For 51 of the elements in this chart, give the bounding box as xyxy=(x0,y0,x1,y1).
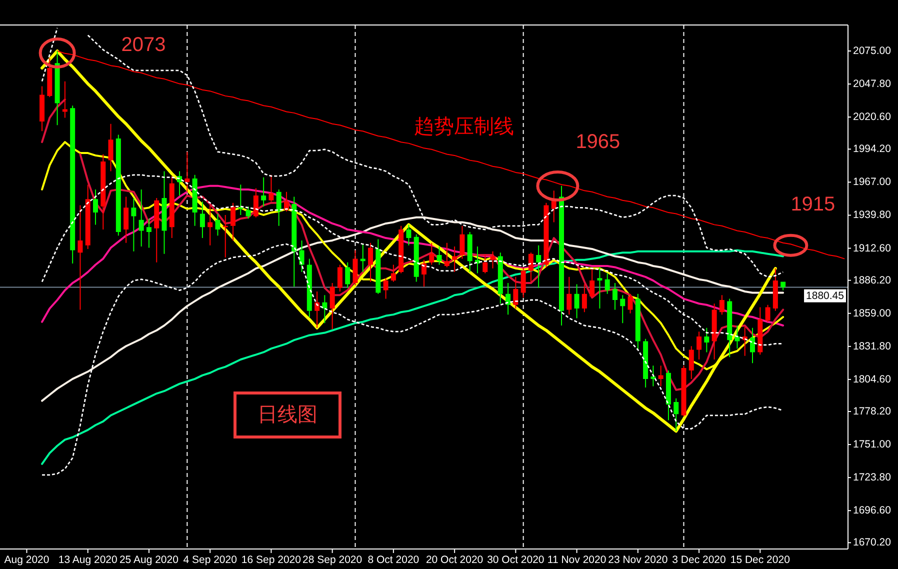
y-tick-label: 1751.00 xyxy=(853,438,892,451)
x-tick-label: 11 Nov 2020 xyxy=(547,554,606,566)
x-tick-label: 15 Dec 2020 xyxy=(730,554,790,566)
series-label: 趋势压制线 xyxy=(414,116,514,138)
y-tick-label: 1912.60 xyxy=(853,242,892,254)
annotation: 2073 xyxy=(121,34,166,56)
y-tick-label: 1886.20 xyxy=(853,274,892,286)
annotation: 1965 xyxy=(576,131,620,153)
x-tick-label: Aug 2020 xyxy=(4,554,50,566)
x-tick-label: 13 Aug 2020 xyxy=(58,554,118,566)
candlestick xyxy=(184,152,190,192)
candlestick xyxy=(146,218,152,248)
candlestick xyxy=(78,205,83,310)
x-tick-label: 20 Oct 2020 xyxy=(426,554,484,566)
y-tick-label: 1967.00 xyxy=(853,176,892,188)
x-tick-label: 28 Sep 2020 xyxy=(302,554,362,566)
x-tick-label: 25 Aug 2020 xyxy=(119,554,179,566)
y-tick-label: 1859.00 xyxy=(853,307,892,320)
candlestick xyxy=(261,177,266,206)
y-tick-label: 1939.80 xyxy=(853,209,892,222)
y-tick-label: 1670.20 xyxy=(853,536,892,549)
x-tick-label: 30 Oct 2020 xyxy=(487,554,544,566)
candlestick xyxy=(222,214,228,258)
candlestick xyxy=(360,244,366,272)
y-tick-label: 2047.80 xyxy=(853,78,892,90)
candlestick xyxy=(452,246,458,272)
y-tick-label: 1831.80 xyxy=(853,340,892,352)
line-series xyxy=(41,216,784,402)
y-tick-label: 2020.60 xyxy=(853,111,892,124)
candlestick xyxy=(131,198,136,252)
y-tick-label: 1723.80 xyxy=(853,472,892,484)
annotation: 1915 xyxy=(790,193,836,216)
y-tick-label: 1778.20 xyxy=(853,406,892,418)
ref-line-label: 1880.45 xyxy=(806,290,844,302)
x-tick-label: 8 Oct 2020 xyxy=(368,554,420,566)
x-tick-label: 3 Dec 2020 xyxy=(672,554,726,566)
candlestick xyxy=(138,189,144,247)
line-series xyxy=(41,184,784,326)
y-tick-label: 1804.60 xyxy=(853,373,892,386)
candlestick xyxy=(444,242,450,268)
candlestick xyxy=(208,205,213,246)
x-tick-label: 16 Sep 2020 xyxy=(241,554,302,566)
x-tick-label: 4 Sep 2020 xyxy=(183,554,238,566)
y-tick-label: 1696.60 xyxy=(853,504,892,517)
candlestick xyxy=(62,81,68,118)
text: 日线图 xyxy=(258,404,318,426)
y-tick-label: 2075.00 xyxy=(853,44,892,57)
candlestick xyxy=(597,267,602,308)
candlestick xyxy=(238,184,244,215)
x-tick-label: 23 Nov 2020 xyxy=(608,554,668,566)
y-tick-label: 1994.20 xyxy=(853,143,892,156)
